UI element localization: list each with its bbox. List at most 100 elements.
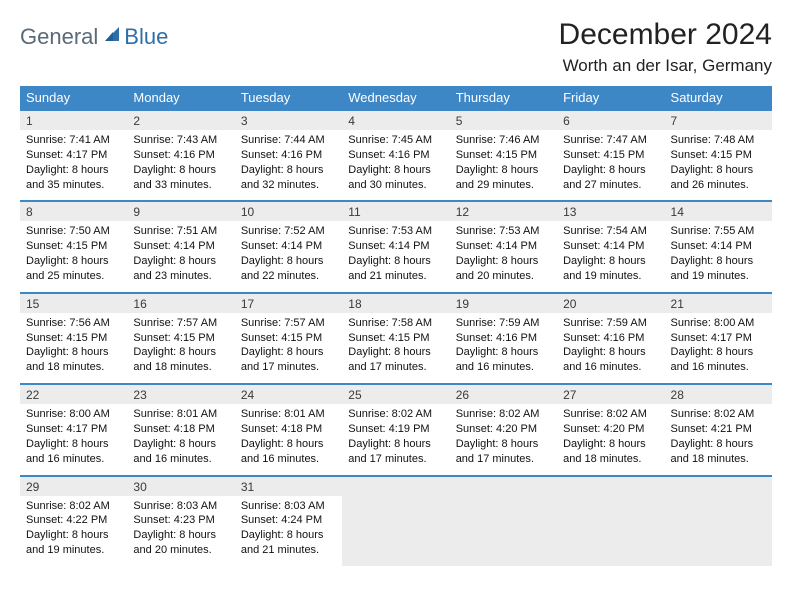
- day-number-cell: 13: [557, 201, 664, 221]
- day-info-cell: Sunrise: 7:48 AMSunset: 4:15 PMDaylight:…: [665, 130, 772, 201]
- header: General Blue December 2024 Worth an der …: [20, 18, 772, 76]
- day-info-cell: Sunrise: 7:41 AMSunset: 4:17 PMDaylight:…: [20, 130, 127, 201]
- sunrise-line: Sunrise: 7:57 AM: [133, 316, 228, 331]
- day-number-cell: 2: [127, 110, 234, 130]
- sunrise-line: Sunrise: 8:01 AM: [133, 407, 228, 422]
- day-number: 2: [133, 114, 140, 128]
- sunrise-line: Sunrise: 7:56 AM: [26, 316, 121, 331]
- day-info-cell: Sunrise: 7:46 AMSunset: 4:15 PMDaylight:…: [450, 130, 557, 201]
- day-info-cell: Sunrise: 7:58 AMSunset: 4:15 PMDaylight:…: [342, 313, 449, 384]
- day-number-cell: 26: [450, 384, 557, 404]
- day-number: 27: [563, 388, 576, 402]
- daylight-line: Daylight: 8 hours and 17 minutes.: [348, 437, 443, 467]
- daylight-line: Daylight: 8 hours and 27 minutes.: [563, 163, 658, 193]
- day-info-cell: Sunrise: 7:52 AMSunset: 4:14 PMDaylight:…: [235, 221, 342, 292]
- sunset-line: Sunset: 4:17 PM: [26, 148, 121, 163]
- day-number-cell: 10: [235, 201, 342, 221]
- daylight-line: Daylight: 8 hours and 18 minutes.: [133, 345, 228, 375]
- day-number: 9: [133, 205, 140, 219]
- day-number: 6: [563, 114, 570, 128]
- daylight-line: Daylight: 8 hours and 16 minutes.: [563, 345, 658, 375]
- daylight-line: Daylight: 8 hours and 16 minutes.: [456, 345, 551, 375]
- info-row: Sunrise: 7:41 AMSunset: 4:17 PMDaylight:…: [20, 130, 772, 201]
- daylight-line: Daylight: 8 hours and 17 minutes.: [456, 437, 551, 467]
- day-number-cell: 12: [450, 201, 557, 221]
- daylight-line: Daylight: 8 hours and 17 minutes.: [348, 345, 443, 375]
- day-info-cell: Sunrise: 8:02 AMSunset: 4:20 PMDaylight:…: [450, 404, 557, 475]
- sunset-line: Sunset: 4:19 PM: [348, 422, 443, 437]
- day-number-cell: 31: [235, 476, 342, 496]
- day-info-cell: Sunrise: 8:03 AMSunset: 4:23 PMDaylight:…: [127, 496, 234, 566]
- day-info-cell: [665, 496, 772, 566]
- daylight-line: Daylight: 8 hours and 23 minutes.: [133, 254, 228, 284]
- day-number-cell: 24: [235, 384, 342, 404]
- daylight-line: Daylight: 8 hours and 32 minutes.: [241, 163, 336, 193]
- daynum-row: 22 2324 25 26 27 28: [20, 384, 772, 404]
- sunrise-line: Sunrise: 8:03 AM: [241, 499, 336, 514]
- sunset-line: Sunset: 4:17 PM: [671, 331, 766, 346]
- day-info-cell: Sunrise: 7:51 AMSunset: 4:14 PMDaylight:…: [127, 221, 234, 292]
- day-number-cell: 9: [127, 201, 234, 221]
- info-row: Sunrise: 7:56 AMSunset: 4:15 PMDaylight:…: [20, 313, 772, 384]
- day-number: 25: [348, 388, 361, 402]
- sunset-line: Sunset: 4:15 PM: [456, 148, 551, 163]
- day-number: 29: [26, 480, 39, 494]
- day-number-cell: 1: [20, 110, 127, 130]
- weekday-header: Thursday: [450, 86, 557, 110]
- sunrise-line: Sunrise: 8:02 AM: [456, 407, 551, 422]
- daylight-line: Daylight: 8 hours and 16 minutes.: [133, 437, 228, 467]
- sunrise-line: Sunrise: 7:53 AM: [348, 224, 443, 239]
- day-number: 28: [671, 388, 684, 402]
- sunset-line: Sunset: 4:15 PM: [241, 331, 336, 346]
- day-info-cell: Sunrise: 8:02 AMSunset: 4:20 PMDaylight:…: [557, 404, 664, 475]
- day-number: 15: [26, 297, 39, 311]
- daylight-line: Daylight: 8 hours and 33 minutes.: [133, 163, 228, 193]
- daylight-line: Daylight: 8 hours and 20 minutes.: [456, 254, 551, 284]
- sunset-line: Sunset: 4:15 PM: [348, 331, 443, 346]
- info-row: Sunrise: 8:00 AMSunset: 4:17 PMDaylight:…: [20, 404, 772, 475]
- day-number: 8: [26, 205, 33, 219]
- day-number-cell: 25: [342, 384, 449, 404]
- weekday-header: Tuesday: [235, 86, 342, 110]
- location-label: Worth an der Isar, Germany: [559, 56, 772, 76]
- day-number-cell: 16: [127, 293, 234, 313]
- logo-text-blue: Blue: [124, 24, 168, 50]
- day-info-cell: [342, 496, 449, 566]
- day-info-cell: Sunrise: 8:03 AMSunset: 4:24 PMDaylight:…: [235, 496, 342, 566]
- day-number-cell: 11: [342, 201, 449, 221]
- day-info-cell: Sunrise: 8:02 AMSunset: 4:21 PMDaylight:…: [665, 404, 772, 475]
- day-number: 17: [241, 297, 254, 311]
- day-number-cell: 23: [127, 384, 234, 404]
- sunset-line: Sunset: 4:14 PM: [241, 239, 336, 254]
- day-number-cell: 15: [20, 293, 127, 313]
- day-number: 31: [241, 480, 254, 494]
- sunset-line: Sunset: 4:15 PM: [26, 239, 121, 254]
- day-number-cell: [342, 476, 449, 496]
- day-number-cell: 30: [127, 476, 234, 496]
- sunset-line: Sunset: 4:14 PM: [563, 239, 658, 254]
- day-info-cell: Sunrise: 7:57 AMSunset: 4:15 PMDaylight:…: [235, 313, 342, 384]
- day-info-cell: Sunrise: 7:59 AMSunset: 4:16 PMDaylight:…: [450, 313, 557, 384]
- day-info-cell: [450, 496, 557, 566]
- sunset-line: Sunset: 4:16 PM: [348, 148, 443, 163]
- day-number: 26: [456, 388, 469, 402]
- info-row: Sunrise: 8:02 AMSunset: 4:22 PMDaylight:…: [20, 496, 772, 566]
- sunrise-line: Sunrise: 7:57 AM: [241, 316, 336, 331]
- sunset-line: Sunset: 4:14 PM: [133, 239, 228, 254]
- title-block: December 2024 Worth an der Isar, Germany: [559, 18, 772, 76]
- day-number-cell: 8: [20, 201, 127, 221]
- day-info-cell: Sunrise: 7:59 AMSunset: 4:16 PMDaylight:…: [557, 313, 664, 384]
- day-number-cell: 18: [342, 293, 449, 313]
- daynum-row: 1234567: [20, 110, 772, 130]
- day-number-cell: 3: [235, 110, 342, 130]
- day-number: 22: [26, 388, 39, 402]
- sunset-line: Sunset: 4:20 PM: [456, 422, 551, 437]
- sunrise-line: Sunrise: 7:45 AM: [348, 133, 443, 148]
- day-number: 20: [563, 297, 576, 311]
- sunrise-line: Sunrise: 7:51 AM: [133, 224, 228, 239]
- logo-sail-icon: [102, 25, 122, 50]
- sunrise-line: Sunrise: 8:01 AM: [241, 407, 336, 422]
- sunrise-line: Sunrise: 7:54 AM: [563, 224, 658, 239]
- day-info-cell: Sunrise: 8:01 AMSunset: 4:18 PMDaylight:…: [235, 404, 342, 475]
- day-number-cell: 29: [20, 476, 127, 496]
